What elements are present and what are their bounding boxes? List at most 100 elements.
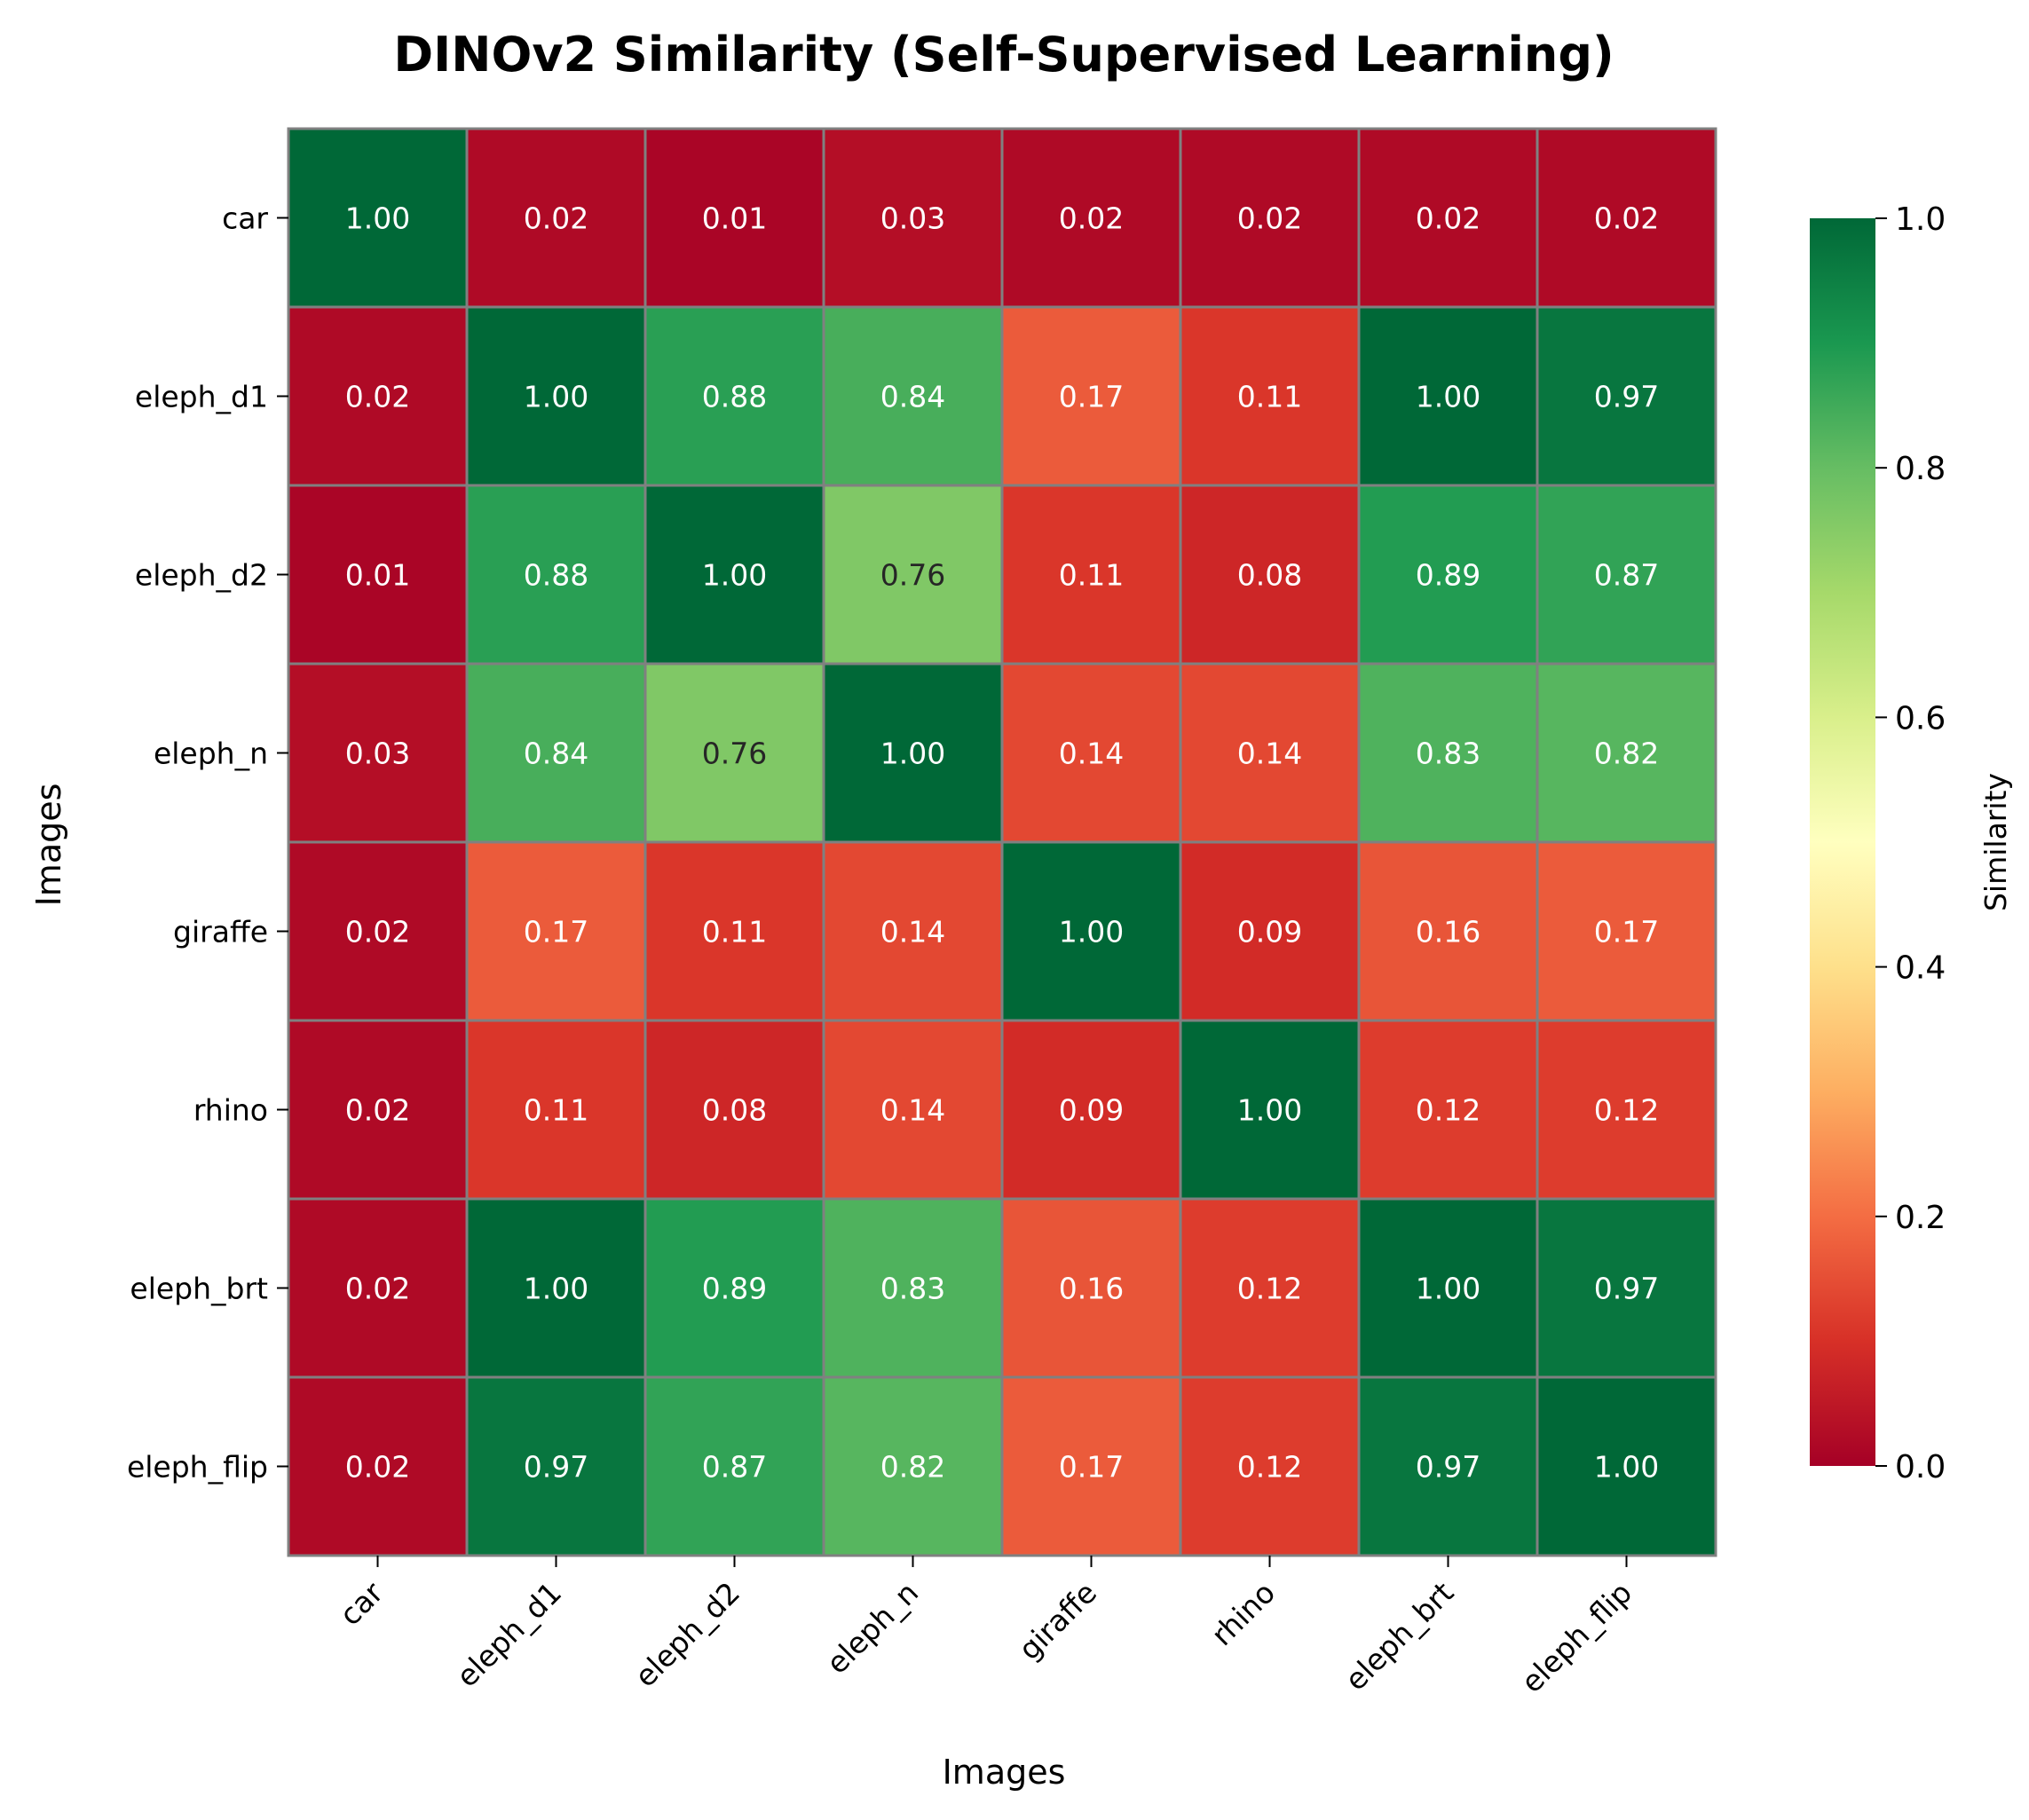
heatmap-cell — [1536, 305, 1717, 487]
chart-title: DINOv2 Similarity (Self-Supervised Learn… — [393, 27, 1614, 83]
cell-value-label: 0.82 — [1594, 737, 1659, 771]
y-tick-label: eleph_flip — [127, 1450, 268, 1485]
x-tick-label: eleph_n — [819, 1575, 925, 1681]
heatmap-cell — [1536, 1197, 1717, 1379]
heatmap-cell — [822, 662, 1004, 844]
y-tick-label: giraffe — [173, 915, 268, 949]
heatmap-cell — [1179, 1197, 1361, 1379]
cell-value-label: 0.12 — [1237, 1450, 1302, 1485]
heatmap-cell — [822, 840, 1004, 1022]
cell-value-label: 0.97 — [1594, 380, 1659, 414]
cell-value-label: 0.02 — [1594, 201, 1659, 236]
x-axis-ticks: car eleph_d1 eleph_d2 eleph_n giraffe rhino el… — [333, 1556, 1638, 1699]
cell-value-label: 0.84 — [880, 380, 945, 414]
cell-value-label: 0.14 — [1059, 737, 1124, 771]
cell-value-label: 0.76 — [702, 737, 767, 771]
cell-value-label: 0.09 — [1237, 915, 1302, 949]
cell-value-label: 1.00 — [880, 737, 945, 771]
colorbar: 0.0 0.2 0.4 0.6 0.8 1.0 Similarity — [1810, 201, 2013, 1485]
cell-value-label: 1.00 — [1594, 1450, 1659, 1485]
heatmap-cell — [1179, 127, 1361, 309]
cell-value-label: 0.87 — [1594, 558, 1659, 593]
cell-value-label: 0.02 — [345, 1450, 410, 1485]
cell-value-label: 1.00 — [524, 380, 588, 414]
heatmap-cell — [287, 662, 469, 844]
heatmap-cell — [465, 1197, 647, 1379]
heatmap-cell — [643, 662, 825, 844]
cell-value-label: 1.00 — [702, 558, 767, 593]
cell-value-label: 0.17 — [1594, 915, 1659, 949]
cell-value-label: 0.88 — [524, 558, 588, 593]
x-tick-label: eleph_d2 — [628, 1575, 746, 1694]
cell-value-label: 0.89 — [702, 1272, 767, 1306]
cell-value-label: 0.16 — [1059, 1272, 1124, 1306]
x-tick-label: eleph_brt — [1338, 1575, 1461, 1698]
cell-value-label: 0.02 — [524, 201, 588, 236]
y-tick-label: rhino — [193, 1093, 268, 1128]
heatmap-cell — [643, 1019, 825, 1201]
cell-value-label: 0.02 — [1237, 201, 1302, 236]
cell-value-label: 1.00 — [1416, 380, 1480, 414]
cell-value-label: 0.76 — [880, 558, 945, 593]
cell-value-label: 0.02 — [1059, 201, 1124, 236]
colorbar-tick-label: 1.0 — [1895, 201, 1946, 238]
heatmap-cell — [1179, 305, 1361, 487]
cell-value-label: 0.02 — [345, 1093, 410, 1128]
x-tick-label: giraffe — [1012, 1575, 1103, 1666]
cell-value-label: 0.89 — [1416, 558, 1480, 593]
heatmap-cell — [1000, 484, 1182, 666]
x-tick-label: eleph_d1 — [449, 1575, 568, 1694]
cell-value-label: 0.11 — [1059, 558, 1124, 593]
cell-value-label: 1.00 — [1059, 915, 1124, 949]
cell-value-label: 0.17 — [1059, 1450, 1124, 1485]
heatmap-cell — [465, 484, 647, 666]
x-tick-label: car — [333, 1575, 391, 1633]
heatmap-cell — [1536, 1019, 1717, 1201]
cell-value-label: 0.11 — [524, 1093, 588, 1128]
heatmap-cell — [643, 127, 825, 309]
y-tick-label: eleph_d2 — [135, 558, 268, 593]
heatmap-cell — [465, 1019, 647, 1201]
cell-value-label: 0.83 — [1416, 737, 1480, 771]
heatmap-cell — [822, 305, 1004, 487]
cell-value-label: 1.00 — [1416, 1272, 1480, 1306]
x-tick-label: rhino — [1204, 1575, 1282, 1652]
heatmap-cell — [1357, 484, 1539, 666]
cell-value-label: 0.01 — [345, 558, 410, 593]
cell-value-label: 0.17 — [1059, 380, 1124, 414]
colorbar-tick-label: 0.4 — [1895, 950, 1946, 987]
cell-value-label: 0.12 — [1237, 1272, 1302, 1306]
y-tick-label: eleph_d1 — [135, 380, 268, 414]
y-tick-label: eleph_brt — [130, 1272, 268, 1306]
colorbar-gradient — [1810, 218, 1875, 1466]
heatmap-cell — [1536, 840, 1717, 1022]
cell-value-label: 0.11 — [702, 915, 767, 949]
heatmap-cell — [465, 127, 647, 309]
heatmap-cell — [1357, 1019, 1539, 1201]
cell-value-label: 0.16 — [1416, 915, 1480, 949]
heatmap-cell — [1000, 1019, 1182, 1201]
x-tick-label: eleph_flip — [1514, 1575, 1638, 1699]
cell-value-label: 1.00 — [345, 201, 410, 236]
cell-value-label: 0.09 — [1059, 1093, 1124, 1128]
heatmap-cell — [1000, 840, 1182, 1022]
colorbar-tick-label: 0.8 — [1895, 451, 1946, 487]
cell-value-label: 0.83 — [880, 1272, 945, 1306]
heatmap-annotations: 1.00 0.02 0.01 0.03 0.02 0.02 0.02 0.02 0.02 1.00… — [345, 201, 1659, 1485]
colorbar-tick-label: 0.6 — [1895, 700, 1946, 737]
cell-value-label: 0.97 — [1416, 1450, 1480, 1485]
heatmap-cell — [1536, 127, 1717, 309]
heatmap-cell — [1000, 1197, 1182, 1379]
colorbar-tick-label: 0.0 — [1895, 1449, 1946, 1485]
cell-value-label: 0.12 — [1594, 1093, 1659, 1128]
heatmap-cell — [822, 484, 1004, 666]
y-axis-label: Images — [29, 784, 68, 907]
heatmap-cell — [1536, 484, 1717, 666]
x-axis-label: Images — [943, 1753, 1066, 1792]
cell-value-label: 0.02 — [345, 915, 410, 949]
cell-value-label: 0.08 — [1237, 558, 1302, 593]
colorbar-ticks: 0.0 0.2 0.4 0.6 0.8 1.0 — [1875, 201, 1946, 1485]
cell-value-label: 0.14 — [880, 915, 945, 949]
cell-value-label: 1.00 — [524, 1272, 588, 1306]
